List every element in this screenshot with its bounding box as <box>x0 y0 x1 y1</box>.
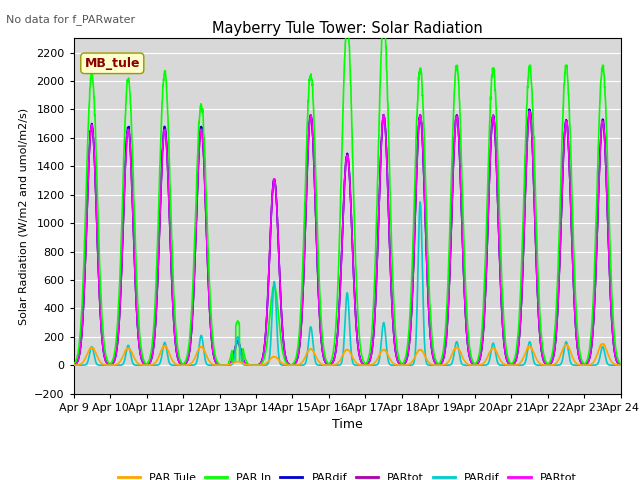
Title: Mayberry Tule Tower: Solar Radiation: Mayberry Tule Tower: Solar Radiation <box>212 21 483 36</box>
Text: MB_tule: MB_tule <box>84 57 140 70</box>
Legend: PAR Tule, PAR In, PARdif, PARtot, PARdif, PARtot: PAR Tule, PAR In, PARdif, PARtot, PARdif… <box>113 468 581 480</box>
Y-axis label: Solar Radiation (W/m2 and umol/m2/s): Solar Radiation (W/m2 and umol/m2/s) <box>19 108 29 324</box>
X-axis label: Time: Time <box>332 418 363 431</box>
Text: No data for f_PARwater: No data for f_PARwater <box>6 14 136 25</box>
